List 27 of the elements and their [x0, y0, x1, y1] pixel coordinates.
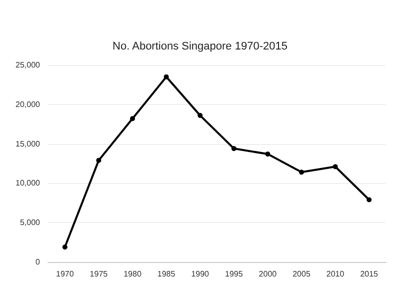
point [130, 116, 135, 122]
point [332, 164, 338, 170]
x-tick-label: 2000 [258, 270, 278, 278]
chart-title: No. Abortions Singapore 1970-2015 [112, 40, 288, 52]
y-tick-label: 25,000 [16, 60, 41, 70]
point [299, 170, 304, 175]
x-tick-label: 1980 [124, 270, 142, 278]
y-tick-label: 0 [36, 258, 41, 266]
x-tick-label: 1990 [191, 270, 210, 278]
y-tick-label: 15,000 [16, 139, 41, 148]
x-tick-label: 1975 [90, 270, 108, 278]
x-tick-label: 2005 [292, 270, 311, 278]
x-tick-label: 2015 [360, 270, 379, 278]
x-tick-label: 1995 [225, 270, 244, 278]
x-tick-label: 1985 [157, 270, 176, 278]
y-tick-label: 5,000 [20, 218, 41, 228]
point [366, 197, 372, 202]
point [265, 152, 270, 157]
point [164, 74, 169, 80]
y-tick-label: 20,000 [16, 100, 41, 109]
y-tick-label: 10,000 [16, 178, 41, 188]
point [96, 158, 102, 163]
x-tick-label: 1970 [56, 270, 74, 278]
point [62, 244, 68, 250]
point [231, 146, 236, 152]
x-tick-label: 2010 [326, 270, 345, 278]
point [198, 112, 203, 118]
